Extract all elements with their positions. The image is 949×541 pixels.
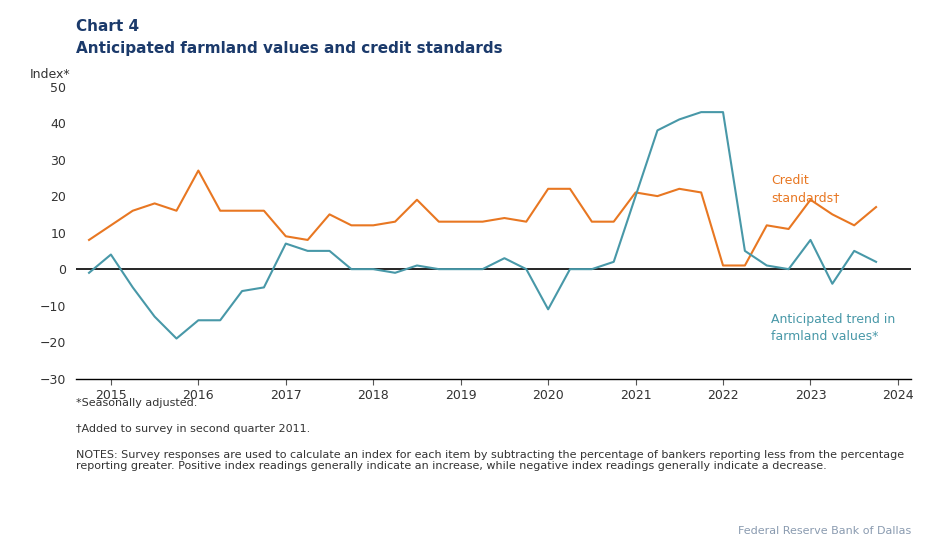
- Text: Federal Reserve Bank of Dallas: Federal Reserve Bank of Dallas: [737, 526, 911, 536]
- Text: †Added to survey in second quarter 2011.: †Added to survey in second quarter 2011.: [76, 424, 310, 433]
- Text: NOTES: Survey responses are used to calculate an index for each item by subtract: NOTES: Survey responses are used to calc…: [76, 450, 904, 471]
- Text: Anticipated trend in
farmland values*: Anticipated trend in farmland values*: [772, 313, 895, 342]
- Text: *Seasonally adjusted.: *Seasonally adjusted.: [76, 398, 197, 407]
- Text: Chart 4: Chart 4: [76, 19, 140, 34]
- Text: Anticipated farmland values and credit standards: Anticipated farmland values and credit s…: [76, 41, 503, 56]
- Text: Index*: Index*: [30, 68, 70, 81]
- Text: Credit
standards†: Credit standards†: [772, 174, 840, 204]
